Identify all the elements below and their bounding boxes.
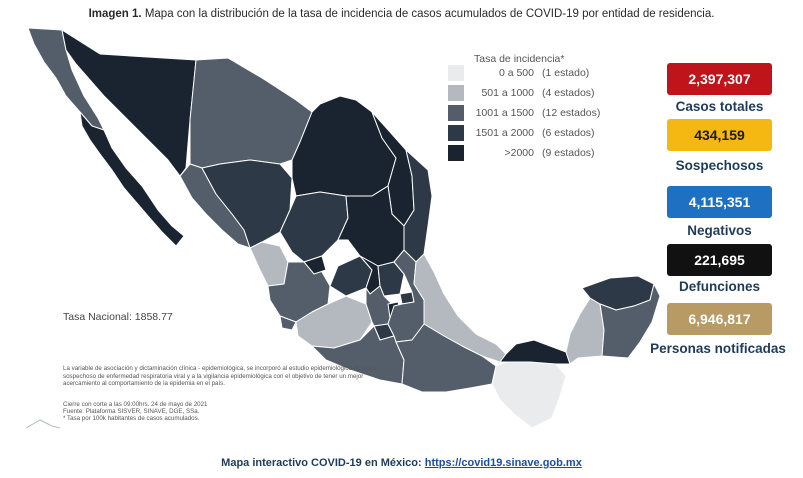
figure-title: Imagen 1. Mapa con la distribución de la… — [0, 8, 803, 20]
legend-swatch — [448, 105, 464, 121]
stat-total-cases-label: Casos totales — [675, 99, 764, 114]
state-quintana-roo[interactable] — [599, 283, 661, 359]
legend-count: (12 estados) — [542, 107, 601, 119]
state-tabasco[interactable] — [499, 339, 571, 365]
legend-swatch — [448, 65, 464, 81]
state-chihuahua[interactable] — [189, 57, 313, 169]
legend-count: (1 estado) — [542, 67, 590, 79]
footer-text: Mapa interactivo COVID-19 en México: — [221, 457, 422, 469]
footer: Mapa interactivo COVID-19 en México: htt… — [0, 457, 803, 469]
source-note: Fuente: Plataforma SISVER, SINAVE, DGE, … — [63, 408, 200, 415]
figure-title-text: Mapa con la distribución de la tasa de i… — [144, 8, 715, 20]
methodology-note: La variable de asociación y dictaminació… — [63, 365, 376, 388]
state-colima[interactable] — [279, 315, 297, 331]
state-aguascalientes[interactable] — [303, 255, 327, 275]
legend-swatch — [448, 145, 464, 161]
legend-swatch — [448, 85, 464, 101]
national-rate: Tasa Nacional: 1858.77 — [63, 311, 173, 323]
cutoff-note: Cierre con corte a las 09:00hrs. 24 de m… — [63, 401, 208, 408]
legend-count: (6 estados) — [542, 127, 595, 139]
stat-deaths-label: Defunciones — [678, 279, 760, 294]
rate-footnote: * Tasa por 100k habitantes de casos acum… — [63, 415, 200, 422]
stat-suspected-label: Sospechosos — [675, 158, 764, 173]
state-baja-california-sur[interactable] — [79, 111, 185, 247]
legend-range: 501 a 1000 — [481, 87, 534, 99]
stat-notified-label: Personas notificadas — [650, 341, 786, 356]
legend-swatch — [448, 125, 464, 141]
state-nayarit[interactable] — [249, 241, 289, 287]
stat-notified-value: 6,946,817 — [667, 303, 772, 335]
legend-count: (4 estados) — [542, 87, 595, 99]
stat-total-cases-value: 2,397,307 — [667, 63, 772, 95]
footer-link[interactable]: https://covid19.sinave.gob.mx — [424, 457, 582, 469]
figure-title-label: Imagen 1. — [88, 8, 142, 20]
legend-range: >2000 — [504, 147, 535, 159]
stat-deaths-value: 221,695 — [667, 244, 772, 276]
stat-suspected-value: 434,159 — [667, 119, 772, 151]
state-chiapas[interactable] — [491, 361, 567, 429]
stat-negative-value: 4,115,351 — [667, 186, 772, 218]
minimap-mark — [25, 419, 61, 429]
state-campeche[interactable] — [565, 297, 605, 365]
legend-range: 0 a 500 — [498, 67, 534, 79]
stat-negative-label: Negativos — [687, 223, 752, 238]
notes-block: Cierre con corte a las 09:00hrs. 24 de m… — [63, 401, 207, 422]
legend-title: Tasa de incidencia* — [474, 53, 565, 65]
legend-count: (9 estados) — [542, 147, 595, 159]
legend-range: 1501 a 2000 — [475, 127, 534, 139]
legend-range: 1001 a 1500 — [475, 107, 534, 119]
